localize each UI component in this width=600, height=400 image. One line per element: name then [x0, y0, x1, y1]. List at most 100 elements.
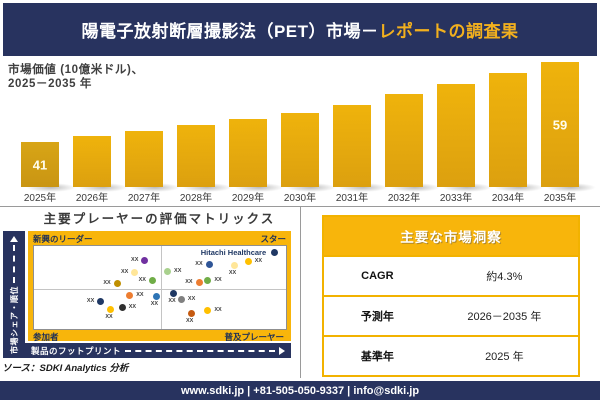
scatter-point: Hitachi Healthcare [201, 248, 279, 257]
chart-heading: 市場価値 (10億米ドル)、 2025－2035 年 [8, 63, 144, 91]
bar-shadow [390, 183, 440, 192]
insights-rows: CAGR 約4.3% 予測年 2026－2035 年基準年 2025 年 [324, 255, 578, 375]
scatter-dot-icon [152, 293, 160, 301]
x-axis-tick-label: 2034年 [491, 193, 525, 204]
contact-footer: www.sdki.jp | +81-505-050-9337 | info@sd… [0, 381, 600, 400]
bar-shadow [234, 183, 284, 192]
scatter-point: XX [164, 268, 181, 276]
bar-cell: 2032年 [378, 94, 440, 205]
scatter-point: XX [204, 307, 222, 315]
bar [125, 131, 163, 187]
x-axis-tick-label: 2033年 [439, 193, 473, 204]
point-placeholder-label: XX [228, 270, 237, 277]
quadrant-label-pervasive-players: 普及プレーヤー [224, 331, 284, 342]
scatter-point: XX [185, 279, 203, 287]
bar-value-label: 59 [552, 117, 568, 132]
bar-cell: 41 2025年 [14, 142, 76, 205]
bar-cell: 2033年 [430, 84, 492, 205]
quadrant-line-vertical [161, 246, 162, 329]
scatter-dot-icon [148, 276, 156, 284]
insight-value: 約4.3% [486, 271, 523, 283]
scatter-dot-icon [204, 307, 212, 315]
point-placeholder-label: XX [86, 298, 95, 305]
x-axis-arrow-icon [279, 346, 285, 355]
bar [281, 113, 319, 187]
scatter-dot-icon [131, 269, 139, 277]
point-placeholder-label: XX [120, 269, 129, 276]
scatter-dot-icon [244, 257, 252, 265]
scatter-point: XX [195, 261, 213, 269]
bar-cell: 2031年 [326, 105, 388, 205]
bar: 59 [541, 62, 579, 187]
matrix-x-axis-label: 製品のフットプリント [31, 345, 122, 356]
scatter-dot-icon [118, 303, 126, 311]
bar [489, 73, 527, 187]
bar-shadow [78, 183, 128, 192]
chart-heading-line1: 市場価値 (10億米ドル)、 [8, 64, 144, 76]
point-placeholder-label: XX [131, 257, 139, 264]
matrix-y-axis-label: 市場シェア・順位 [9, 285, 19, 354]
scatter-dot-icon [271, 249, 279, 257]
quadrant-line-horizontal [34, 289, 286, 291]
point-placeholder-label: XX [168, 298, 176, 305]
y-axis-dashed-line [13, 244, 15, 283]
matrix-y-axis-bar: 市場シェア・順位 [3, 231, 25, 358]
insight-label: CAGR [361, 270, 394, 282]
bar-shadow [286, 183, 336, 192]
point-placeholder-label: XX [150, 301, 159, 308]
page-title: 陽電子放射断層撮影法（PET）市場－ [81, 22, 379, 41]
scatter-point: XX [186, 309, 195, 324]
bar-shadow [338, 183, 388, 192]
x-axis-tick-label: 2031年 [335, 193, 369, 204]
scatter-point: XX [229, 262, 238, 276]
x-axis-tick-label: 2027年 [127, 193, 161, 204]
point-placeholder-label: XX [214, 277, 222, 284]
bar-shadow [442, 183, 492, 192]
bar-cell: 2026年 [66, 136, 128, 205]
matrix-scatter-plot: XX XX XX XX XX XX XX XX XX Hitachi Healthcare XX XX… [33, 245, 287, 330]
x-axis-tick-label: 2026年 [75, 193, 109, 204]
bar-cell: 2029年 [222, 119, 284, 205]
bar-cell: 2028年 [170, 125, 232, 205]
point-placeholder-label: XX [195, 261, 203, 268]
point-placeholder-label: XX [186, 317, 194, 324]
scatter-point: XX [139, 276, 156, 284]
point-placeholder-label: XX [214, 307, 222, 314]
company-label: Hitachi Healthcare [200, 248, 267, 258]
insight-label: 基準年 [360, 351, 394, 363]
scatter-point: XX [244, 257, 262, 265]
insight-row: 基準年 2025 年 [324, 335, 578, 375]
scatter-dot-icon [141, 257, 149, 265]
bar-cell: 2030年 [274, 113, 336, 205]
scatter-point: XX [121, 269, 139, 277]
quadrant-label-star: スター [260, 234, 286, 244]
scatter-point: XX [126, 292, 144, 300]
x-axis-tick-label: 2032年 [387, 193, 421, 204]
scatter-point: XX [177, 296, 195, 304]
quadrant-label-emerging-leaders: 新興のリーダー [33, 234, 93, 244]
scatter-dot-icon [170, 290, 178, 298]
point-placeholder-label: XX [138, 276, 146, 283]
scatter-dot-icon [177, 296, 185, 304]
scatter-dot-icon [126, 292, 134, 300]
insight-value: 2025 年 [485, 351, 524, 363]
x-axis-tick-label: 2030年 [283, 193, 317, 204]
scatter-point: XX [87, 298, 105, 306]
chart-heading-line2: 2025－2035 年 [8, 78, 92, 90]
point-placeholder-label: XX [254, 257, 263, 264]
point-placeholder-label: XX [136, 292, 144, 299]
point-placeholder-label: XX [174, 268, 182, 275]
point-placeholder-label: XX [128, 303, 137, 310]
x-axis-tick-label: 2025年 [23, 193, 57, 204]
matrix-x-axis-bar: 製品のフットプリント [25, 343, 291, 358]
insights-header: 主要な市場洞察 [324, 217, 578, 255]
x-axis-tick-label: 2035年 [543, 193, 577, 204]
scatter-point: XX [118, 303, 136, 311]
scatter-dot-icon [164, 268, 172, 276]
bar-cell: 2034年 [482, 73, 544, 205]
bar-shadow [130, 183, 180, 192]
market-insights-panel: 主要な市場洞察 CAGR 約4.3% 予測年 2026－2035 年基準年 2025 年 [322, 215, 580, 377]
bar-cell: 2027年 [118, 131, 180, 205]
source-note: ソース：SDKI Analytics 分析 [2, 363, 129, 374]
